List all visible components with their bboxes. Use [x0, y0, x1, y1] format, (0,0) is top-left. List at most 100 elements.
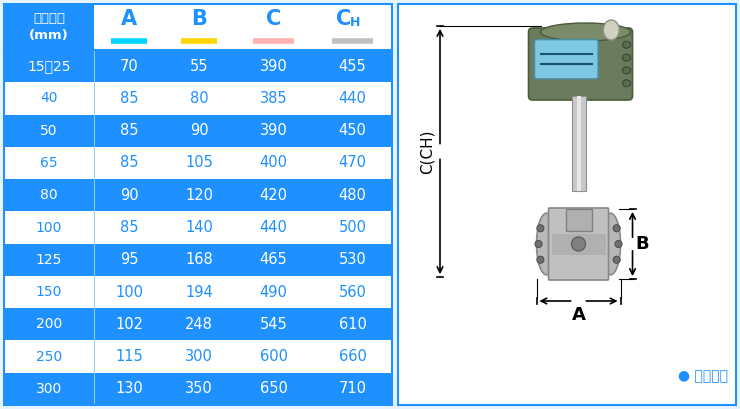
Text: 390: 390 — [260, 58, 287, 74]
Text: 120: 120 — [185, 188, 213, 203]
Circle shape — [615, 240, 622, 247]
Text: 168: 168 — [185, 252, 213, 267]
Bar — [4, 147, 392, 179]
Bar — [4, 82, 392, 115]
Text: 仪表口径
(mm): 仪表口径 (mm) — [30, 11, 69, 43]
Text: 650: 650 — [260, 381, 288, 396]
Text: 470: 470 — [338, 155, 366, 171]
Circle shape — [535, 240, 542, 247]
Text: 530: 530 — [339, 252, 366, 267]
Text: 65: 65 — [40, 156, 58, 170]
Text: C: C — [336, 9, 352, 29]
Text: 194: 194 — [185, 285, 213, 299]
Ellipse shape — [622, 80, 630, 87]
Text: 70: 70 — [120, 58, 138, 74]
Text: C(CH): C(CH) — [420, 129, 434, 174]
Bar — [4, 211, 392, 244]
Text: 140: 140 — [185, 220, 213, 235]
Text: ● 常规仪表: ● 常规仪表 — [678, 369, 728, 383]
Text: 660: 660 — [339, 349, 366, 364]
Text: 85: 85 — [120, 123, 138, 138]
Bar — [398, 4, 736, 405]
Text: 90: 90 — [190, 123, 209, 138]
Text: 130: 130 — [115, 381, 143, 396]
Circle shape — [613, 225, 620, 232]
Text: A: A — [121, 9, 137, 29]
Ellipse shape — [536, 213, 556, 275]
Bar — [4, 244, 392, 276]
Text: 420: 420 — [260, 188, 288, 203]
Text: 710: 710 — [338, 381, 366, 396]
Bar — [4, 340, 392, 373]
Ellipse shape — [601, 213, 621, 275]
Ellipse shape — [622, 67, 630, 74]
Text: 200: 200 — [36, 317, 62, 331]
Ellipse shape — [540, 23, 630, 41]
Text: 85: 85 — [120, 91, 138, 106]
Circle shape — [537, 225, 544, 232]
Text: 250: 250 — [36, 350, 62, 364]
Text: 115: 115 — [115, 349, 143, 364]
Text: B: B — [636, 235, 649, 253]
Bar — [4, 115, 392, 147]
Text: 480: 480 — [339, 188, 366, 203]
Bar — [571, 96, 585, 191]
Text: 450: 450 — [339, 123, 366, 138]
Text: 350: 350 — [185, 381, 213, 396]
FancyBboxPatch shape — [528, 28, 633, 100]
Text: B: B — [191, 9, 207, 29]
Ellipse shape — [622, 41, 630, 48]
Text: 105: 105 — [185, 155, 213, 171]
Text: C: C — [266, 9, 281, 29]
Text: 465: 465 — [260, 252, 287, 267]
Bar — [4, 373, 392, 405]
Text: H: H — [350, 16, 360, 29]
Text: A: A — [571, 306, 585, 324]
Text: 40: 40 — [41, 91, 58, 106]
Text: 248: 248 — [185, 317, 213, 332]
Text: 400: 400 — [260, 155, 288, 171]
Text: 80: 80 — [190, 91, 209, 106]
Text: 80: 80 — [40, 188, 58, 202]
Text: 125: 125 — [36, 253, 62, 267]
Bar — [94, 4, 392, 50]
Text: 455: 455 — [339, 58, 366, 74]
Text: 90: 90 — [120, 188, 138, 203]
Text: 95: 95 — [120, 252, 138, 267]
Text: 385: 385 — [260, 91, 287, 106]
Ellipse shape — [571, 237, 585, 251]
Text: 85: 85 — [120, 220, 138, 235]
Text: 300: 300 — [36, 382, 62, 396]
Text: 490: 490 — [260, 285, 288, 299]
Text: 15～25: 15～25 — [27, 59, 71, 73]
Circle shape — [613, 256, 620, 263]
Text: 545: 545 — [260, 317, 287, 332]
Bar — [4, 4, 94, 50]
Bar — [4, 50, 392, 82]
Text: 85: 85 — [120, 155, 138, 171]
Text: 440: 440 — [260, 220, 288, 235]
Text: 390: 390 — [260, 123, 287, 138]
Text: 500: 500 — [338, 220, 366, 235]
Bar — [4, 179, 392, 211]
Text: 560: 560 — [339, 285, 366, 299]
Text: 100: 100 — [36, 220, 62, 234]
Bar — [4, 308, 392, 340]
FancyBboxPatch shape — [534, 40, 598, 79]
Text: 600: 600 — [260, 349, 288, 364]
FancyBboxPatch shape — [565, 209, 591, 231]
Bar — [551, 234, 605, 254]
Bar — [4, 276, 392, 308]
Bar — [576, 96, 580, 191]
FancyBboxPatch shape — [548, 208, 608, 280]
Text: 102: 102 — [115, 317, 144, 332]
Bar — [4, 4, 392, 405]
Ellipse shape — [603, 20, 619, 40]
Text: 150: 150 — [36, 285, 62, 299]
Text: 300: 300 — [185, 349, 213, 364]
Text: 100: 100 — [115, 285, 144, 299]
Text: 50: 50 — [41, 124, 58, 138]
Circle shape — [537, 256, 544, 263]
Text: 610: 610 — [339, 317, 366, 332]
Text: 440: 440 — [339, 91, 366, 106]
